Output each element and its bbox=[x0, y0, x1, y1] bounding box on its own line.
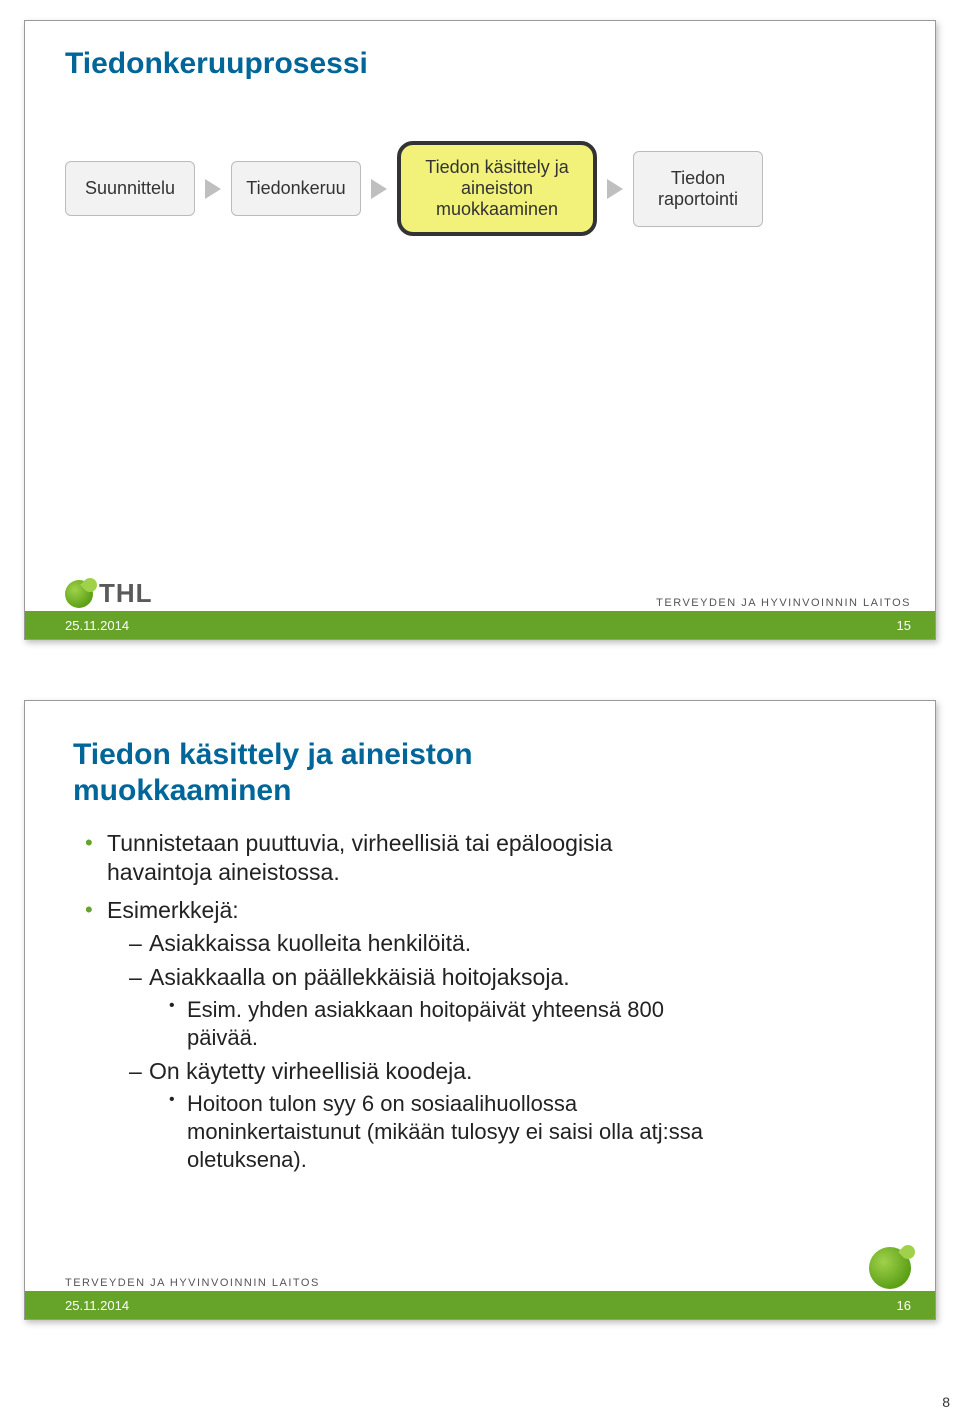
bullet-1: Tunnistetaan puuttuvia, virheellisiä tai… bbox=[85, 829, 887, 888]
slide1-title: Tiedonkeruuprosessi bbox=[25, 21, 935, 81]
flow-box-tiedonkeruu: Tiedonkeruu bbox=[231, 161, 361, 216]
flow-box3-line2: aineiston bbox=[407, 178, 587, 199]
brand-text: TERVEYDEN JA HYVINVOINNIN LAITOS bbox=[65, 1277, 320, 1289]
arrow-icon bbox=[205, 179, 221, 199]
bullet-2-3-1-line2: moninkertaistunut (mikään tulosyy ei sai… bbox=[187, 1119, 703, 1144]
slide-2: Tiedon käsittely ja aineiston muokkaamin… bbox=[24, 700, 936, 1320]
leaf-icon bbox=[869, 1247, 911, 1289]
footer-page: 15 bbox=[897, 618, 911, 633]
thl-logo-text: THL bbox=[99, 578, 153, 609]
brand-row: TERVEYDEN JA HYVINVOINNIN LAITOS bbox=[65, 1247, 911, 1289]
bullet-2-2-text: Asiakkaalla on päällekkäisiä hoitojaksoj… bbox=[149, 964, 570, 990]
bullet-1-line1: Tunnistetaan puuttuvia, virheellisiä tai… bbox=[107, 830, 612, 856]
flow-box4-line1: Tiedon bbox=[642, 168, 754, 189]
bullet-2-2-1-line1: Esim. yhden asiakkaan hoitopäivät yhteen… bbox=[187, 997, 664, 1022]
brand-text: TERVEYDEN JA HYVINVOINNIN LAITOS bbox=[656, 597, 911, 609]
footer-date: 25.11.2014 bbox=[65, 1298, 129, 1313]
bullet-2-2-1-line2: päivää. bbox=[187, 1025, 258, 1050]
bullet-2-1: Asiakkaissa kuolleita henkilöitä. bbox=[129, 929, 887, 958]
bullet-2-3-1-line3: oletuksena). bbox=[187, 1147, 307, 1172]
flowchart: Suunnittelu Tiedonkeruu Tiedon käsittely… bbox=[25, 81, 935, 236]
slide2-title-line2: muokkaaminen bbox=[73, 773, 887, 809]
brand-left-group: TERVEYDEN JA HYVINVOINNIN LAITOS bbox=[65, 1277, 320, 1289]
bullet-2-3-1: Hoitoon tulon syy 6 on sosiaalihuollossa… bbox=[169, 1090, 887, 1174]
bullet-2: Esimerkkejä: Asiakkaissa kuolleita henki… bbox=[85, 896, 887, 1175]
footer-date: 25.11.2014 bbox=[65, 618, 129, 633]
bullet-1-line2: havaintoja aineistossa. bbox=[107, 859, 340, 885]
bullet-2-3-1-line1: Hoitoon tulon syy 6 on sosiaalihuollossa bbox=[187, 1091, 577, 1116]
document-page-number: 8 bbox=[942, 1394, 950, 1410]
thl-logo: THL bbox=[65, 578, 153, 609]
flow-box-suunnittelu: Suunnittelu bbox=[65, 161, 195, 216]
flow-box-raportointi: Tiedon raportointi bbox=[633, 151, 763, 227]
brand-row: THL TERVEYDEN JA HYVINVOINNIN LAITOS bbox=[65, 578, 911, 609]
bullet-2-2: Asiakkaalla on päällekkäisiä hoitojaksoj… bbox=[129, 963, 887, 1053]
bullet-2-sublist: Asiakkaissa kuolleita henkilöitä. Asiakk… bbox=[107, 929, 887, 1174]
arrow-icon bbox=[607, 179, 623, 199]
bullet-2-3-text: On käytetty virheellisiä koodeja. bbox=[149, 1058, 472, 1084]
bullet-list: Tunnistetaan puuttuvia, virheellisiä tai… bbox=[85, 829, 887, 1174]
footer-bar: 25.11.2014 16 bbox=[25, 1291, 935, 1319]
bullet-2-text: Esimerkkejä: bbox=[107, 897, 239, 923]
bullet-2-2-sublist: Esim. yhden asiakkaan hoitopäivät yhteen… bbox=[149, 996, 887, 1052]
footer-page: 16 bbox=[897, 1298, 911, 1313]
slide2-title-line1: Tiedon käsittely ja aineiston bbox=[73, 737, 887, 773]
bullet-2-3-sublist: Hoitoon tulon syy 6 on sosiaalihuollossa… bbox=[149, 1090, 887, 1174]
flow-box3-line1: Tiedon käsittely ja bbox=[407, 157, 587, 178]
bullet-2-3: On käytetty virheellisiä koodeja. Hoitoo… bbox=[129, 1057, 887, 1175]
leaf-icon bbox=[65, 580, 93, 608]
flow-box3-line3: muokkaaminen bbox=[407, 199, 587, 220]
arrow-icon bbox=[371, 179, 387, 199]
page: Tiedonkeruuprosessi Suunnittelu Tiedonke… bbox=[0, 0, 960, 1420]
slide2-title: Tiedon käsittely ja aineiston muokkaamin… bbox=[25, 701, 935, 809]
bullet-2-2-1: Esim. yhden asiakkaan hoitopäivät yhteen… bbox=[169, 996, 887, 1052]
slide2-body: Tunnistetaan puuttuvia, virheellisiä tai… bbox=[25, 809, 935, 1174]
flow-box-highlight: Tiedon käsittely ja aineiston muokkaamin… bbox=[397, 141, 597, 236]
footer-bar: 25.11.2014 15 bbox=[25, 611, 935, 639]
flow-box4-line2: raportointi bbox=[642, 189, 754, 210]
slide-1: Tiedonkeruuprosessi Suunnittelu Tiedonke… bbox=[24, 20, 936, 640]
